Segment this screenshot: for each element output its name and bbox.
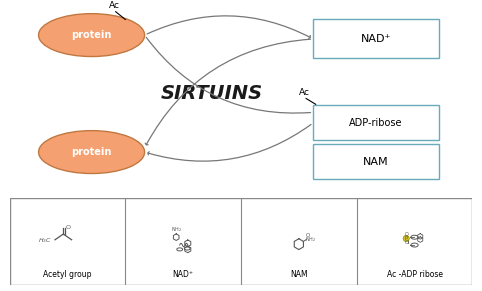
Text: NH$_2$: NH$_2$ [171,225,182,234]
Text: O: O [66,225,71,230]
Text: Ac: Ac [299,88,310,97]
Text: NAD⁺: NAD⁺ [173,270,194,279]
Text: protein: protein [71,30,112,40]
Text: $H_3C$: $H_3C$ [38,236,52,245]
Text: O: O [404,240,408,245]
Text: protein: protein [71,147,112,157]
Ellipse shape [39,131,145,173]
Ellipse shape [39,14,145,56]
Text: Acetyl group: Acetyl group [43,270,92,279]
Bar [313,19,439,58]
Text: ADP-ribose: ADP-ribose [349,118,402,128]
Text: Ac -ADP ribose: Ac -ADP ribose [387,270,442,279]
Text: O: O [306,233,310,238]
Text: SIRTUINS: SIRTUINS [161,84,263,103]
Text: NAD⁺: NAD⁺ [361,34,391,44]
Text: NAM: NAM [290,270,308,279]
Bar [313,105,439,140]
Text: P: P [404,236,408,241]
Text: NH$_2$: NH$_2$ [305,235,316,244]
Text: NAM: NAM [363,157,389,167]
Text: Ac: Ac [108,1,120,10]
Bar [313,144,439,179]
Text: O: O [404,232,408,237]
